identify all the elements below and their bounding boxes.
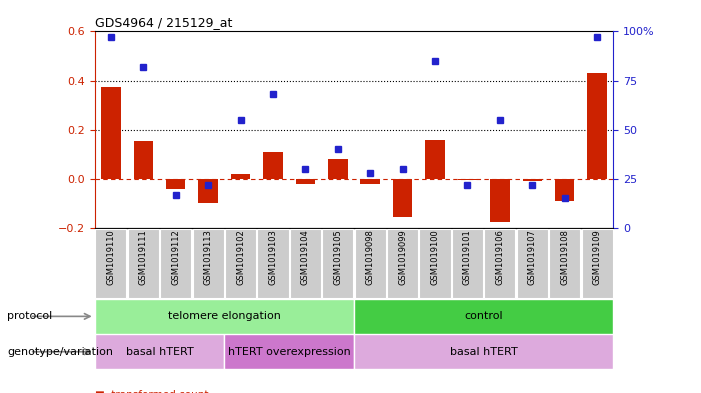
Text: GSM1019105: GSM1019105: [333, 230, 342, 285]
FancyBboxPatch shape: [322, 229, 353, 298]
FancyBboxPatch shape: [452, 229, 483, 298]
Bar: [393, 179, 412, 217]
Text: GDS4964 / 215129_at: GDS4964 / 215129_at: [95, 16, 232, 29]
Text: GSM1019104: GSM1019104: [301, 230, 310, 285]
FancyBboxPatch shape: [224, 334, 354, 369]
FancyBboxPatch shape: [419, 229, 451, 298]
FancyBboxPatch shape: [355, 229, 386, 298]
Text: GSM1019113: GSM1019113: [203, 230, 212, 285]
Bar: [231, 174, 250, 179]
Bar: [523, 179, 542, 181]
Bar: [490, 179, 510, 222]
FancyBboxPatch shape: [290, 229, 321, 298]
Text: GSM1019112: GSM1019112: [171, 230, 180, 285]
Bar: [134, 141, 153, 179]
Text: GSM1019106: GSM1019106: [496, 230, 505, 285]
FancyBboxPatch shape: [95, 229, 126, 298]
Text: GSM1019111: GSM1019111: [139, 230, 148, 285]
Bar: [166, 179, 185, 189]
FancyBboxPatch shape: [95, 299, 354, 334]
Text: hTERT overexpression: hTERT overexpression: [228, 347, 350, 357]
Text: protocol: protocol: [7, 311, 53, 321]
Bar: [328, 159, 348, 179]
Text: basal hTERT: basal hTERT: [125, 347, 193, 357]
Text: GSM1019099: GSM1019099: [398, 230, 407, 285]
FancyBboxPatch shape: [95, 334, 224, 369]
FancyBboxPatch shape: [193, 229, 224, 298]
FancyBboxPatch shape: [387, 229, 418, 298]
Text: control: control: [464, 311, 503, 321]
Text: telomere elongation: telomere elongation: [168, 311, 281, 321]
Text: GSM1019109: GSM1019109: [592, 230, 601, 285]
FancyBboxPatch shape: [549, 229, 580, 298]
Bar: [458, 179, 477, 180]
Text: GSM1019100: GSM1019100: [430, 230, 440, 285]
FancyBboxPatch shape: [517, 229, 548, 298]
Bar: [360, 179, 380, 184]
Bar: [426, 140, 444, 179]
FancyBboxPatch shape: [257, 229, 289, 298]
Text: genotype/variation: genotype/variation: [7, 347, 113, 357]
FancyBboxPatch shape: [128, 229, 159, 298]
Text: GSM1019103: GSM1019103: [268, 230, 278, 285]
Text: ■  transformed count: ■ transformed count: [95, 390, 208, 393]
Bar: [101, 87, 121, 179]
FancyBboxPatch shape: [582, 229, 613, 298]
Text: GSM1019107: GSM1019107: [528, 230, 537, 285]
Bar: [587, 73, 607, 179]
Bar: [264, 152, 283, 179]
Text: GSM1019110: GSM1019110: [107, 230, 116, 285]
FancyBboxPatch shape: [484, 229, 515, 298]
Bar: [198, 179, 218, 204]
Text: GSM1019101: GSM1019101: [463, 230, 472, 285]
Text: GSM1019108: GSM1019108: [560, 230, 569, 285]
FancyBboxPatch shape: [225, 229, 256, 298]
FancyBboxPatch shape: [160, 229, 191, 298]
Text: GSM1019098: GSM1019098: [366, 230, 375, 285]
FancyBboxPatch shape: [354, 299, 613, 334]
Text: GSM1019102: GSM1019102: [236, 230, 245, 285]
Bar: [296, 179, 315, 184]
Bar: [555, 179, 575, 201]
Text: basal hTERT: basal hTERT: [450, 347, 517, 357]
FancyBboxPatch shape: [354, 334, 613, 369]
